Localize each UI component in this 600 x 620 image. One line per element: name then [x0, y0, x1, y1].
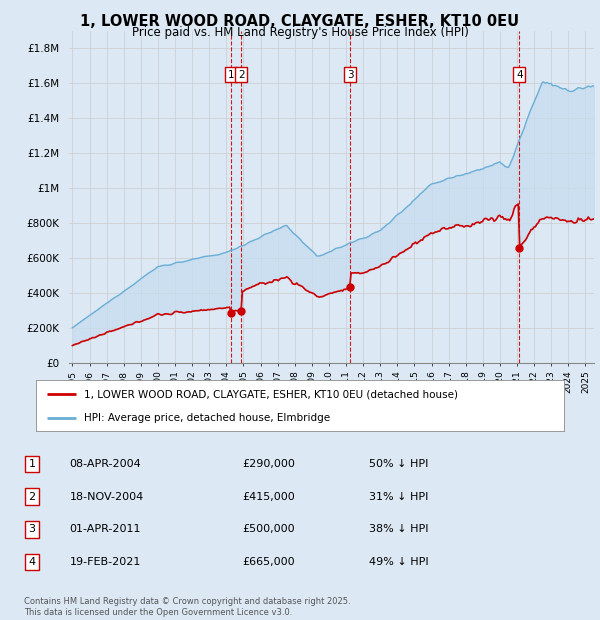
Text: Price paid vs. HM Land Registry's House Price Index (HPI): Price paid vs. HM Land Registry's House … [131, 26, 469, 39]
Text: HPI: Average price, detached house, Elmbridge: HPI: Average price, detached house, Elmb… [83, 413, 329, 423]
Text: 3: 3 [29, 525, 35, 534]
Text: 38% ↓ HPI: 38% ↓ HPI [369, 525, 428, 534]
Text: 4: 4 [29, 557, 36, 567]
Text: 01-APR-2011: 01-APR-2011 [70, 525, 141, 534]
Text: £415,000: £415,000 [242, 492, 295, 502]
Text: 19-FEB-2021: 19-FEB-2021 [70, 557, 141, 567]
Text: 3: 3 [347, 69, 353, 79]
Text: 50% ↓ HPI: 50% ↓ HPI [369, 459, 428, 469]
Text: 4: 4 [516, 69, 523, 79]
Text: £290,000: £290,000 [242, 459, 295, 469]
Text: 1: 1 [227, 69, 234, 79]
Text: 31% ↓ HPI: 31% ↓ HPI [369, 492, 428, 502]
Text: £500,000: £500,000 [242, 525, 295, 534]
Text: 1, LOWER WOOD ROAD, CLAYGATE, ESHER, KT10 0EU: 1, LOWER WOOD ROAD, CLAYGATE, ESHER, KT1… [80, 14, 520, 29]
Text: 08-APR-2004: 08-APR-2004 [70, 459, 142, 469]
Text: 2: 2 [238, 69, 245, 79]
Text: Contains HM Land Registry data © Crown copyright and database right 2025.
This d: Contains HM Land Registry data © Crown c… [24, 598, 350, 617]
Text: 49% ↓ HPI: 49% ↓ HPI [369, 557, 429, 567]
Text: 18-NOV-2004: 18-NOV-2004 [70, 492, 144, 502]
Text: 1: 1 [29, 459, 35, 469]
Text: £665,000: £665,000 [242, 557, 295, 567]
Text: 1, LOWER WOOD ROAD, CLAYGATE, ESHER, KT10 0EU (detached house): 1, LOWER WOOD ROAD, CLAYGATE, ESHER, KT1… [83, 389, 458, 399]
Text: 2: 2 [29, 492, 36, 502]
